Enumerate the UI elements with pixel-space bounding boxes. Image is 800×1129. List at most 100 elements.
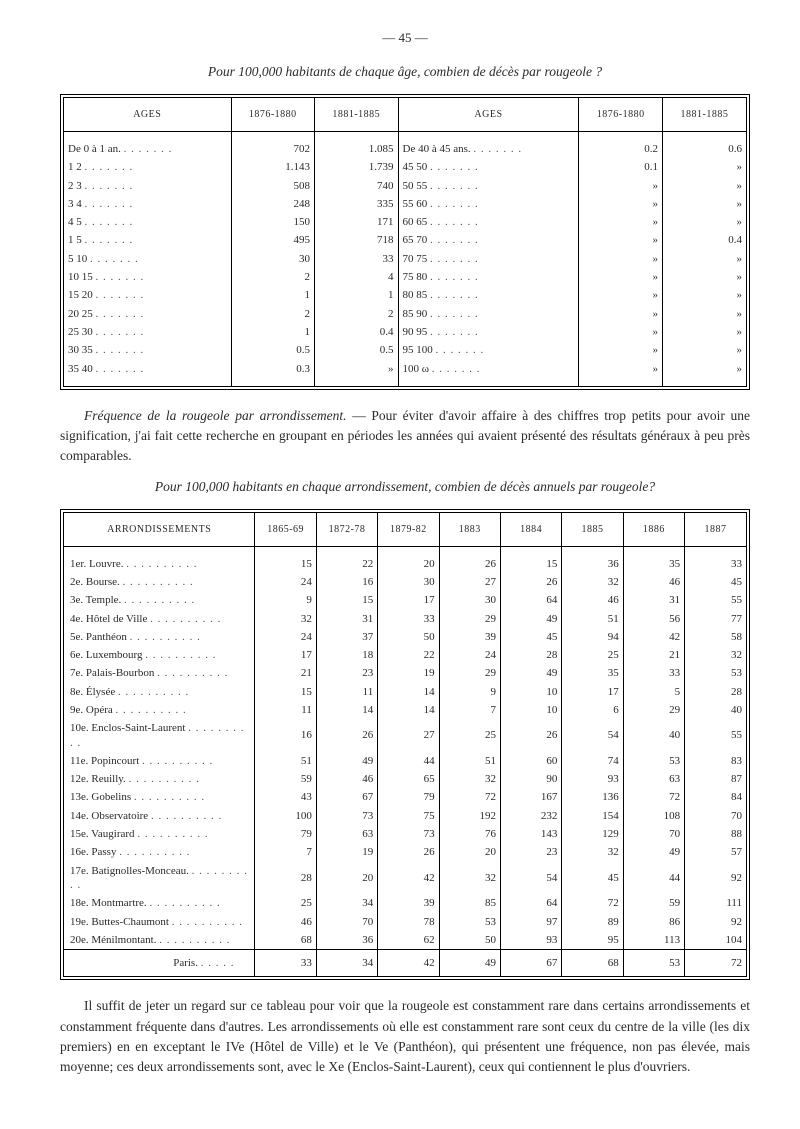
- val: 1: [231, 323, 315, 341]
- val: 65: [378, 770, 439, 788]
- val: 54: [562, 719, 623, 752]
- table-row: 4 5 . . . . . . .15017160 65 . . . . . .…: [64, 213, 746, 231]
- val: 30: [378, 573, 439, 591]
- table-row: 18e. Montmartre. . . . . . . . . . .2534…: [64, 894, 746, 912]
- val: 32: [562, 573, 623, 591]
- val: »: [579, 268, 663, 286]
- val: 14: [378, 701, 439, 719]
- val: 95: [562, 931, 623, 950]
- table-row: 2 3 . . . . . . .50874050 55 . . . . . .…: [64, 177, 746, 195]
- val: 51: [562, 610, 623, 628]
- th-y6: 1885: [562, 513, 623, 547]
- arrond-label: 4e. Hôtel de Ville . . . . . . . . . .: [64, 610, 255, 628]
- val: 1.085: [315, 140, 399, 158]
- val: 49: [500, 664, 561, 682]
- val: 22: [316, 555, 377, 573]
- table1-wrap: AGES 1876-1880 1881-1885 AGES 1876-1880 …: [60, 94, 750, 390]
- val: 1.143: [231, 158, 315, 176]
- val: »: [662, 158, 746, 176]
- val: »: [579, 250, 663, 268]
- val: 232: [500, 807, 561, 825]
- val: 26: [378, 843, 439, 861]
- arrond-label: 19e. Buttes-Chaumont . . . . . . . . . .: [64, 913, 255, 931]
- arrond-label: 16e. Passy . . . . . . . . . .: [64, 843, 255, 861]
- val: 23: [500, 843, 561, 861]
- val: 92: [685, 862, 746, 895]
- val: 495: [231, 231, 315, 249]
- val: 56: [623, 610, 684, 628]
- val: 89: [562, 913, 623, 931]
- val: 108: [623, 807, 684, 825]
- val: 45: [685, 573, 746, 591]
- val: 49: [439, 950, 500, 977]
- age-label: 45 50 . . . . . . .: [398, 158, 579, 176]
- val: 26: [439, 555, 500, 573]
- val: 44: [378, 752, 439, 770]
- age-label: 75 80 . . . . . . .: [398, 268, 579, 286]
- val: 10: [500, 683, 561, 701]
- val: 27: [378, 719, 439, 752]
- th-y2: 1872-78: [316, 513, 377, 547]
- val: »: [579, 195, 663, 213]
- val: 23: [316, 664, 377, 682]
- val: »: [579, 323, 663, 341]
- val: 1.739: [315, 158, 399, 176]
- val: 53: [439, 913, 500, 931]
- val: 78: [378, 913, 439, 931]
- age-label: 100 ω . . . . . . .: [398, 360, 579, 378]
- age-label: 90 95 . . . . . . .: [398, 323, 579, 341]
- val: 28: [500, 646, 561, 664]
- table-row: 5e. Panthéon . . . . . . . . . .24375039…: [64, 628, 746, 646]
- val: 36: [562, 555, 623, 573]
- val: 72: [439, 788, 500, 806]
- val: 68: [255, 931, 316, 950]
- val: 49: [623, 843, 684, 861]
- val: 0.2: [579, 140, 663, 158]
- val: 25: [562, 646, 623, 664]
- val: 34: [316, 950, 377, 977]
- val: 16: [316, 573, 377, 591]
- val: 50: [378, 628, 439, 646]
- table-row: 13e. Gobelins . . . . . . . . . .4367797…: [64, 788, 746, 806]
- val: 94: [562, 628, 623, 646]
- arrond-label: 13e. Gobelins . . . . . . . . . .: [64, 788, 255, 806]
- age-label: 30 35 . . . . . . .: [64, 341, 231, 359]
- val: »: [662, 286, 746, 304]
- val: 84: [685, 788, 746, 806]
- val: 28: [255, 862, 316, 895]
- val: 68: [562, 950, 623, 977]
- total-label: Paris. . . . . .: [64, 950, 255, 977]
- val: 54: [500, 862, 561, 895]
- val: »: [662, 268, 746, 286]
- val: 85: [439, 894, 500, 912]
- val: 0.4: [315, 323, 399, 341]
- age-label: 25 30 . . . . . . .: [64, 323, 231, 341]
- table-row: 8e. Élysée . . . . . . . . . .1511149101…: [64, 683, 746, 701]
- val: 740: [315, 177, 399, 195]
- age-label: 95 100 . . . . . . .: [398, 341, 579, 359]
- val: 55: [685, 719, 746, 752]
- table-row: 17e. Batignolles-Monceau. . . . . . . . …: [64, 862, 746, 895]
- val: 83: [685, 752, 746, 770]
- age-label: 80 85 . . . . . . .: [398, 286, 579, 304]
- val: 46: [316, 770, 377, 788]
- val: 64: [500, 591, 561, 609]
- page: — 45 — Pour 100,000 habitants de chaque …: [0, 0, 800, 1129]
- arrond-label: 20e. Ménilmontant. . . . . . . . . . .: [64, 931, 255, 950]
- val: »: [579, 231, 663, 249]
- val: 100: [255, 807, 316, 825]
- val: 43: [255, 788, 316, 806]
- age-label: 5 10 . . . . . . .: [64, 250, 231, 268]
- val: 53: [623, 752, 684, 770]
- val: 59: [623, 894, 684, 912]
- table-row: 25 30 . . . . . . .10.490 95 . . . . . .…: [64, 323, 746, 341]
- val: 57: [685, 843, 746, 861]
- val: 111: [685, 894, 746, 912]
- val: 70: [316, 913, 377, 931]
- val: 15: [316, 591, 377, 609]
- val: 702: [231, 140, 315, 158]
- arrond-label: 11e. Popincourt . . . . . . . . . .: [64, 752, 255, 770]
- val: 10: [500, 701, 561, 719]
- para-lead: Fréquence de la rougeole par arrondissem…: [84, 408, 347, 423]
- val: 1: [231, 286, 315, 304]
